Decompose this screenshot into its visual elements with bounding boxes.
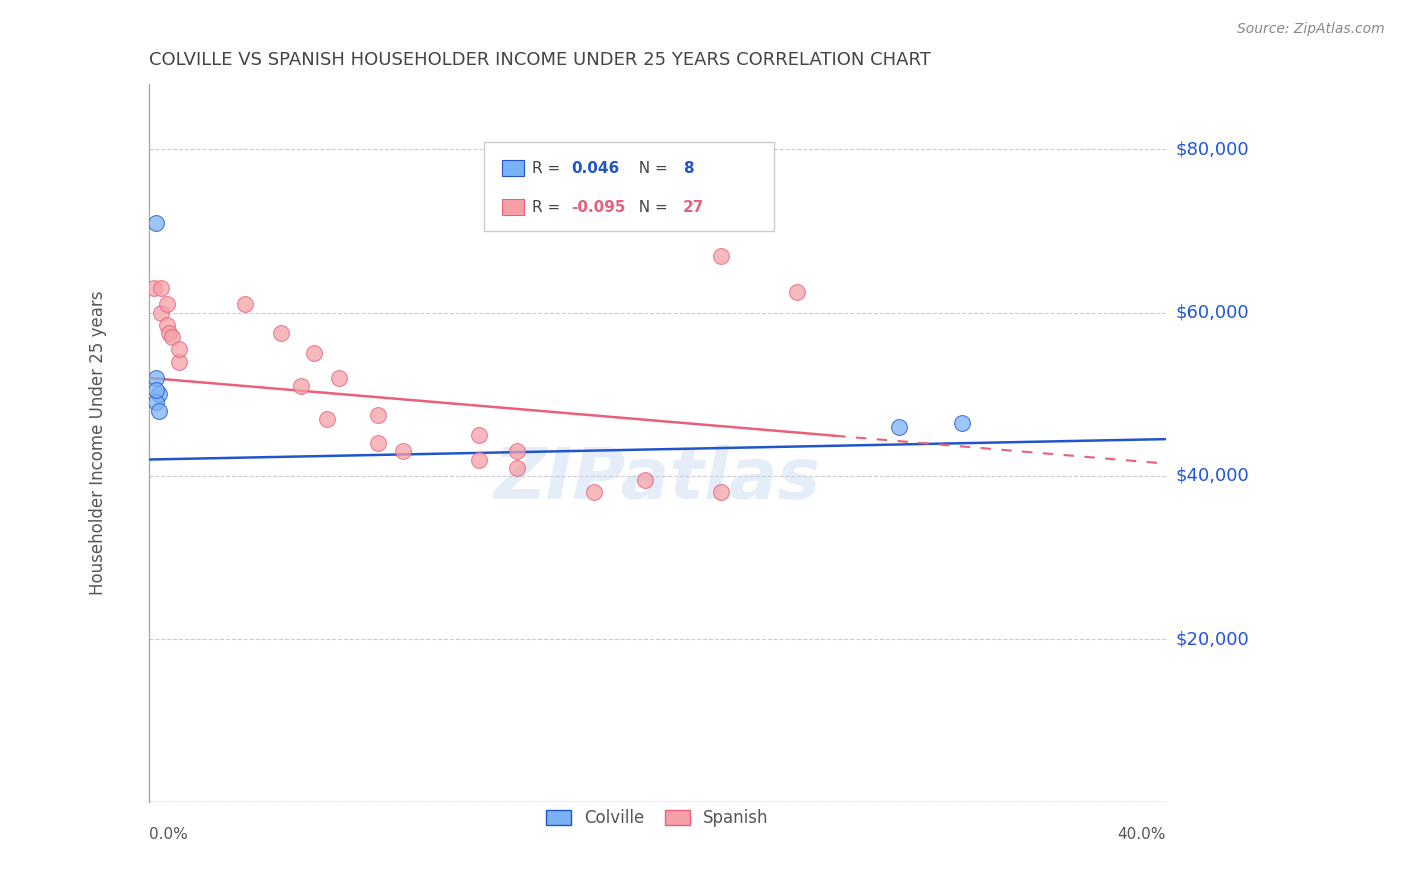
Text: COLVILLE VS SPANISH HOUSEHOLDER INCOME UNDER 25 YEARS CORRELATION CHART: COLVILLE VS SPANISH HOUSEHOLDER INCOME U…	[149, 51, 931, 69]
Point	[155, 297, 177, 311]
Point	[506, 460, 529, 475]
Point	[169, 343, 191, 357]
Point	[468, 428, 491, 442]
Point	[506, 444, 529, 458]
Point	[148, 387, 170, 401]
Text: -0.095: -0.095	[571, 200, 626, 215]
Text: $20,000: $20,000	[1175, 630, 1250, 648]
Bar	[502, 161, 524, 177]
Point	[582, 485, 605, 500]
Text: R =: R =	[533, 161, 565, 176]
Text: R =: R =	[533, 200, 565, 215]
Point	[169, 354, 191, 368]
Point	[150, 281, 173, 295]
Point	[150, 305, 173, 319]
Point	[786, 285, 808, 300]
Text: N =: N =	[628, 161, 672, 176]
Point	[633, 473, 655, 487]
Point	[468, 452, 491, 467]
Point	[145, 383, 167, 397]
Point	[392, 444, 415, 458]
Text: 0.046: 0.046	[571, 161, 619, 176]
Text: 27: 27	[683, 200, 704, 215]
Text: ZIPatlas: ZIPatlas	[494, 444, 821, 514]
FancyBboxPatch shape	[485, 142, 775, 231]
Point	[887, 420, 910, 434]
Point	[302, 346, 325, 360]
Text: $60,000: $60,000	[1175, 303, 1250, 322]
Point	[270, 326, 292, 340]
Point	[155, 318, 177, 332]
Bar	[502, 199, 524, 215]
Point	[145, 395, 167, 409]
Text: Source: ZipAtlas.com: Source: ZipAtlas.com	[1237, 22, 1385, 37]
Point	[145, 216, 167, 230]
Text: 0.0%: 0.0%	[149, 828, 187, 842]
Point	[710, 248, 733, 262]
Point	[367, 408, 389, 422]
Point	[290, 379, 312, 393]
Point	[142, 281, 165, 295]
Legend: Colville, Spanish: Colville, Spanish	[540, 802, 775, 833]
Point	[367, 436, 389, 450]
Point	[160, 330, 183, 344]
Point	[235, 297, 257, 311]
Point	[157, 326, 180, 340]
Point	[710, 485, 733, 500]
Point	[950, 416, 973, 430]
Point	[145, 371, 167, 385]
Text: 8: 8	[683, 161, 693, 176]
Point	[148, 403, 170, 417]
Text: N =: N =	[628, 200, 672, 215]
Text: 40.0%: 40.0%	[1118, 828, 1166, 842]
Text: $80,000: $80,000	[1175, 140, 1250, 159]
Point	[315, 411, 337, 425]
Point	[328, 371, 350, 385]
Text: $40,000: $40,000	[1175, 467, 1250, 485]
Text: Householder Income Under 25 years: Householder Income Under 25 years	[89, 291, 107, 596]
